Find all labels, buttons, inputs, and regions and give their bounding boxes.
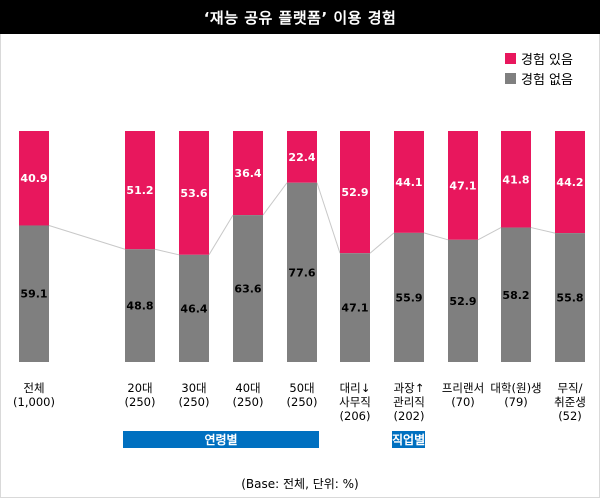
connector-line (262, 182, 288, 216)
data-label-not-experienced: 48.8 (126, 300, 153, 313)
legend: 경험 있음 경험 없음 (505, 48, 573, 88)
connector-line (316, 182, 341, 254)
legend-label-not-experienced: 경험 없음 (521, 72, 573, 88)
legend-item-experienced: 경험 있음 (505, 48, 573, 68)
data-label-not-experienced: 77.6 (288, 266, 315, 279)
data-label-experienced: 52.9 (341, 186, 368, 199)
data-label-not-experienced: 52.9 (449, 295, 476, 308)
data-label-not-experienced: 46.4 (180, 302, 207, 315)
bar-not-experienced (501, 227, 531, 362)
category-label: 40대 (250) (232, 381, 264, 409)
connector-line (530, 227, 556, 234)
data-label-not-experienced: 55.8 (556, 292, 583, 305)
bar-experienced (340, 131, 370, 254)
bar-not-experienced (125, 249, 155, 362)
bar-not-experienced (179, 254, 209, 362)
bar-not-experienced (448, 239, 478, 362)
legend-item-not-experienced: 경험 없음 (505, 68, 573, 88)
bar-experienced (394, 131, 424, 233)
category-label: 과장↑ 관리직 (202) (393, 381, 425, 423)
bar-experienced (448, 131, 478, 240)
chart-title: ‘재능 공유 플랫폼’ 이용 경험 (0, 0, 600, 34)
legend-swatch-experienced (505, 52, 516, 64)
data-label-experienced: 36.4 (234, 167, 261, 180)
bar-experienced (179, 131, 209, 255)
connector-line (208, 214, 234, 256)
data-label-experienced: 22.4 (288, 151, 315, 164)
legend-label-experienced: 경험 있음 (521, 52, 573, 68)
bar-not-experienced (233, 215, 263, 362)
category-label: 대리↓ 사무직 (206) (339, 381, 371, 423)
connector-line (477, 227, 502, 241)
data-label-not-experienced: 58.2 (502, 289, 529, 302)
data-label-experienced: 44.1 (395, 176, 422, 189)
bar-experienced (19, 131, 49, 226)
group-bar: 직업별 (392, 431, 426, 448)
connector-line (154, 248, 180, 256)
data-label-not-experienced: 59.1 (20, 288, 47, 301)
legend-swatch-not-experienced (505, 72, 516, 84)
data-label-experienced: 44.2 (556, 176, 583, 189)
bar-not-experienced (340, 253, 370, 362)
bar-not-experienced (394, 232, 424, 362)
category-label: 대학(원)생 (79) (490, 381, 542, 409)
connector-line (48, 225, 126, 250)
bar-not-experienced (19, 225, 49, 362)
data-label-experienced: 51.2 (126, 184, 153, 197)
bar-experienced (555, 131, 585, 234)
category-label: 50대 (250) (286, 381, 318, 409)
bar-not-experienced (287, 182, 317, 362)
bar-not-experienced (555, 233, 585, 362)
category-label: 전체 (1,000) (13, 381, 55, 409)
bar-experienced (125, 131, 155, 250)
data-label-experienced: 41.8 (502, 173, 529, 186)
category-label: 프리랜서 (70) (441, 381, 485, 409)
bar-experienced (287, 131, 317, 183)
category-label: 20대 (250) (124, 381, 156, 409)
connector-line (423, 232, 449, 241)
data-label-experienced: 53.6 (180, 187, 207, 200)
data-label-not-experienced: 63.6 (234, 283, 261, 296)
category-label: 무직/ 취준생 (52) (554, 381, 586, 423)
bar-experienced (501, 131, 531, 228)
data-label-not-experienced: 55.9 (395, 291, 422, 304)
bar-experienced (233, 131, 263, 216)
data-label-not-experienced: 47.1 (341, 302, 368, 315)
data-label-experienced: 47.1 (449, 179, 476, 192)
connector-line (369, 232, 395, 254)
base-note: (Base: 전체, 단위: %) (241, 477, 359, 491)
group-bar: 연령별 (123, 431, 319, 448)
data-label-experienced: 40.9 (20, 172, 47, 185)
category-label: 30대 (250) (178, 381, 210, 409)
